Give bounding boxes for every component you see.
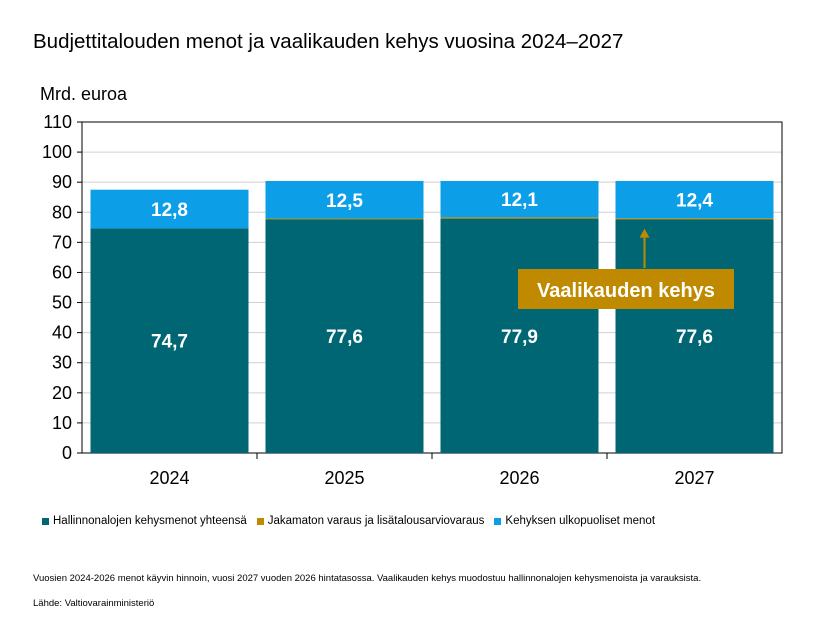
y-tick-label: 80 [52,202,72,222]
x-tick-label: 2027 [674,468,714,488]
stacked-bar-chart: 0 10 20 30 40 50 60 70 80 90 100 110 74,7 12,8 2024 77,… [42,112,783,488]
data-label-2027-series-2: 12,4 [676,191,713,212]
bar-2024-series-0 [90,228,249,453]
bar-2024-series-2 [90,189,249,229]
legend-item-reserve: Jakamaton varaus ja lisätalousarviovarau… [256,515,485,527]
y-tick-label: 30 [52,353,72,373]
bar-2025-series-1 [265,218,424,220]
x-tick-label: 2024 [149,468,189,488]
chart-source: Lähde: Valtiovarainministeriö [33,598,155,609]
data-label-2024-series-2: 12,8 [151,200,188,221]
legend-item-outside-frame: Kehyksen ulkopuoliset menot [494,515,655,527]
bar-2027-series-0 [615,219,774,453]
annotation-box [518,269,734,309]
legend-item-administrative: Hallinnonalojen kehysmenot yhteensä [42,515,247,527]
legend-label-administrative: Hallinnonalojen kehysmenot yhteensä [53,515,247,527]
bar-2025-series-2 [265,180,424,219]
annotation-arrow-head [639,228,650,238]
data-label-2025-series-2: 12,5 [326,191,363,212]
chart-legend: Hallinnonalojen kehysmenot yhteensä Jaka… [42,515,665,527]
y-tick-label: 10 [52,413,72,433]
annotation-label: Vaalikauden kehys [537,280,715,302]
y-tick-label: 70 [52,232,72,252]
x-tick-label: 2026 [499,468,539,488]
legend-swatch-outside-frame [494,517,502,525]
data-label-2024-series-0: 74,7 [151,332,188,353]
y-axis-unit-label: Mrd. euroa [40,84,128,104]
bar-2027-series-2 [615,180,774,219]
data-label-2026-series-2: 12,1 [501,190,538,211]
y-tick-label: 90 [52,172,72,192]
x-tick-label: 2025 [324,468,364,488]
legend-swatch-reserve [256,517,264,525]
data-label-2025-series-0: 77,6 [326,327,363,348]
chart-title: Budjettitalouden menot ja vaalikauden ke… [33,30,624,53]
legend-label-reserve: Jakamaton varaus ja lisätalousarviovarau… [267,515,485,527]
legend-label-outside-frame: Kehyksen ulkopuoliset menot [505,515,656,527]
y-tick-label: 20 [52,383,72,403]
y-tick-label: 50 [52,293,72,313]
y-tick-label: 110 [43,112,72,132]
data-label-2027-series-0: 77,6 [676,327,713,348]
bar-2025-series-0 [265,219,424,453]
y-tick-label: 0 [62,443,72,463]
bar-2026-series-0 [440,218,599,453]
legend-swatch-administrative [42,517,49,525]
chart-footnote: Vuosien 2024-2026 menot käyvin hinnoin, … [33,573,702,584]
data-label-2026-series-0: 77,9 [501,327,538,348]
y-tick-label: 40 [52,323,72,343]
y-tick-label: 100 [42,142,72,162]
bar-2026-series-2 [440,180,599,218]
bar-2027-series-1 [615,218,774,220]
y-tick-label: 60 [52,262,72,282]
bar-2026-series-1 [440,217,599,219]
